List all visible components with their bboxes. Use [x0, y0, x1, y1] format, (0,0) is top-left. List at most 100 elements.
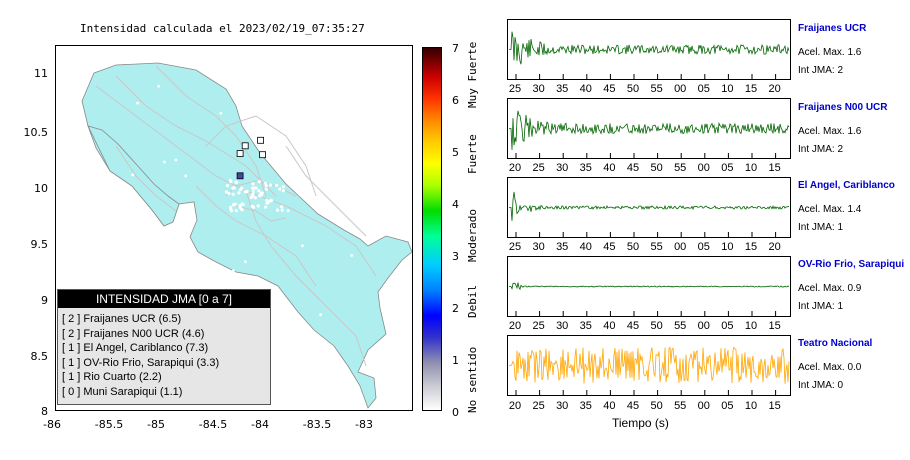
- lat-tick: 11: [34, 67, 48, 80]
- time-tick-label: 15: [768, 320, 781, 332]
- lat-tick: 9.5: [30, 238, 49, 251]
- time-tick-label: 05: [697, 241, 710, 253]
- time-tick-label: 15: [768, 400, 781, 412]
- time-tick-label: 00: [674, 241, 687, 253]
- time-tick-label: 30: [532, 241, 545, 253]
- time-tick-label: 50: [650, 400, 663, 412]
- time-tick-label: 15: [744, 241, 758, 253]
- colorbar-label-no-sentido: No sentido: [466, 346, 479, 413]
- town-dot: [252, 186, 256, 190]
- time-tick-label: 40: [603, 320, 616, 332]
- town-dot: [279, 292, 283, 295]
- waveform-line: [509, 31, 790, 65]
- lat-tick: 8.5: [30, 350, 49, 363]
- seismogram-trace: [509, 346, 790, 395]
- town-dot: [122, 234, 126, 238]
- town-dot: [281, 189, 285, 193]
- seismogram-panel: [507, 19, 791, 80]
- time-tick-label: 55: [650, 83, 663, 95]
- lon-tick: -86: [43, 418, 61, 431]
- town-dot: [257, 180, 261, 184]
- time-tick-label: 50: [650, 320, 663, 332]
- waveform-line: [509, 346, 790, 384]
- time-tick-label: 35: [579, 162, 592, 174]
- time-tick-label: 50: [626, 83, 640, 95]
- seismogram-trace: [509, 191, 790, 237]
- station-max-accel: Acel. Max. 1.6: [798, 126, 862, 137]
- town-dot: [232, 186, 236, 190]
- lon-tick: -83.5: [302, 418, 332, 431]
- seismogram-trace: [509, 110, 790, 158]
- town-dot: [264, 187, 268, 191]
- town-dot: [276, 106, 280, 109]
- time-tick-label: 05: [721, 320, 734, 332]
- town-dot: [228, 178, 232, 182]
- town-dot: [219, 111, 223, 115]
- time-tick-label: 05: [721, 400, 734, 412]
- town-dot: [234, 180, 238, 184]
- town-dot: [163, 160, 166, 164]
- station-max-accel: Acel. Max. 0.9: [798, 283, 862, 294]
- seismogram-trace: [509, 282, 790, 316]
- time-tick-label: 15: [768, 162, 781, 174]
- legend-title: INTENSIDAD JMA [0 a 7]: [58, 290, 270, 308]
- lon-tick: -85.5: [94, 418, 124, 431]
- town-dot: [319, 313, 323, 317]
- time-tick-label: 15: [744, 83, 758, 95]
- legend-item: [ 1 ] Rio Cuarto (2.2): [62, 371, 162, 383]
- intensity-colorbar: [422, 47, 442, 411]
- town-dot: [227, 191, 231, 195]
- town-dot: [257, 189, 261, 193]
- lon-tick: -84.5: [198, 418, 228, 431]
- town-dot: [301, 244, 304, 248]
- time-tick-label: 45: [603, 241, 616, 253]
- lon-tick: -83: [355, 418, 373, 431]
- town-dot: [263, 181, 267, 185]
- station-jma-intensity: Int JMA: 0: [798, 380, 844, 391]
- town-dot: [240, 202, 244, 206]
- town-dot: [269, 183, 273, 187]
- time-tick-label: 10: [744, 162, 758, 174]
- legend-item: [ 0 ] Muni Sarapiqui (1.1): [62, 385, 183, 398]
- town-dot: [224, 190, 228, 194]
- time-tick-label: 55: [674, 162, 687, 174]
- town-dot: [136, 101, 139, 105]
- time-tick-label: 35: [579, 320, 592, 332]
- time-tick-label: 10: [721, 241, 734, 253]
- time-tick-label: 20: [508, 320, 522, 332]
- town-dot: [243, 190, 247, 194]
- legend-item: [ 2 ] Fraijanes N00 UCR (4.6): [62, 327, 205, 340]
- time-tick-label: 20: [508, 162, 522, 174]
- seismogram-panel: [507, 98, 791, 159]
- time-tick-label: 35: [556, 241, 569, 253]
- town-dot: [320, 118, 323, 122]
- colorbar-label-muy-fuerte: Muy Fuerte: [466, 41, 479, 108]
- time-tick-label: 45: [626, 400, 640, 412]
- time-tick-label: 45: [603, 83, 616, 95]
- lat-tick: 10: [34, 182, 48, 195]
- town-dot: [275, 183, 279, 187]
- colorbar-tick: 2: [452, 302, 459, 315]
- town-dot: [231, 192, 235, 196]
- time-tick-label: 10: [744, 400, 758, 412]
- station-name: Fraijanes N00 UCR: [798, 102, 888, 113]
- town-dot: [275, 208, 280, 212]
- time-tick-label: 50: [650, 162, 663, 174]
- town-dot: [187, 206, 191, 210]
- town-dot: [229, 209, 233, 213]
- time-tick-label: 30: [556, 320, 569, 332]
- station-marker: [259, 151, 267, 159]
- time-tick-label: 55: [674, 320, 687, 332]
- colorbar-tick: 5: [452, 146, 459, 159]
- colorbar-tick: 0: [452, 406, 459, 419]
- town-dot: [240, 208, 244, 212]
- colorbar-tick: 3: [452, 250, 459, 263]
- town-dot: [269, 198, 273, 202]
- station-name: El Angel, Cariblanco: [798, 180, 895, 191]
- town-dot: [243, 97, 246, 101]
- waveform-line: [509, 282, 790, 291]
- time-tick-label: 30: [532, 83, 545, 95]
- town-dot: [278, 187, 282, 191]
- town-dot: [350, 254, 354, 257]
- station-jma-intensity: Int JMA: 2: [798, 65, 844, 76]
